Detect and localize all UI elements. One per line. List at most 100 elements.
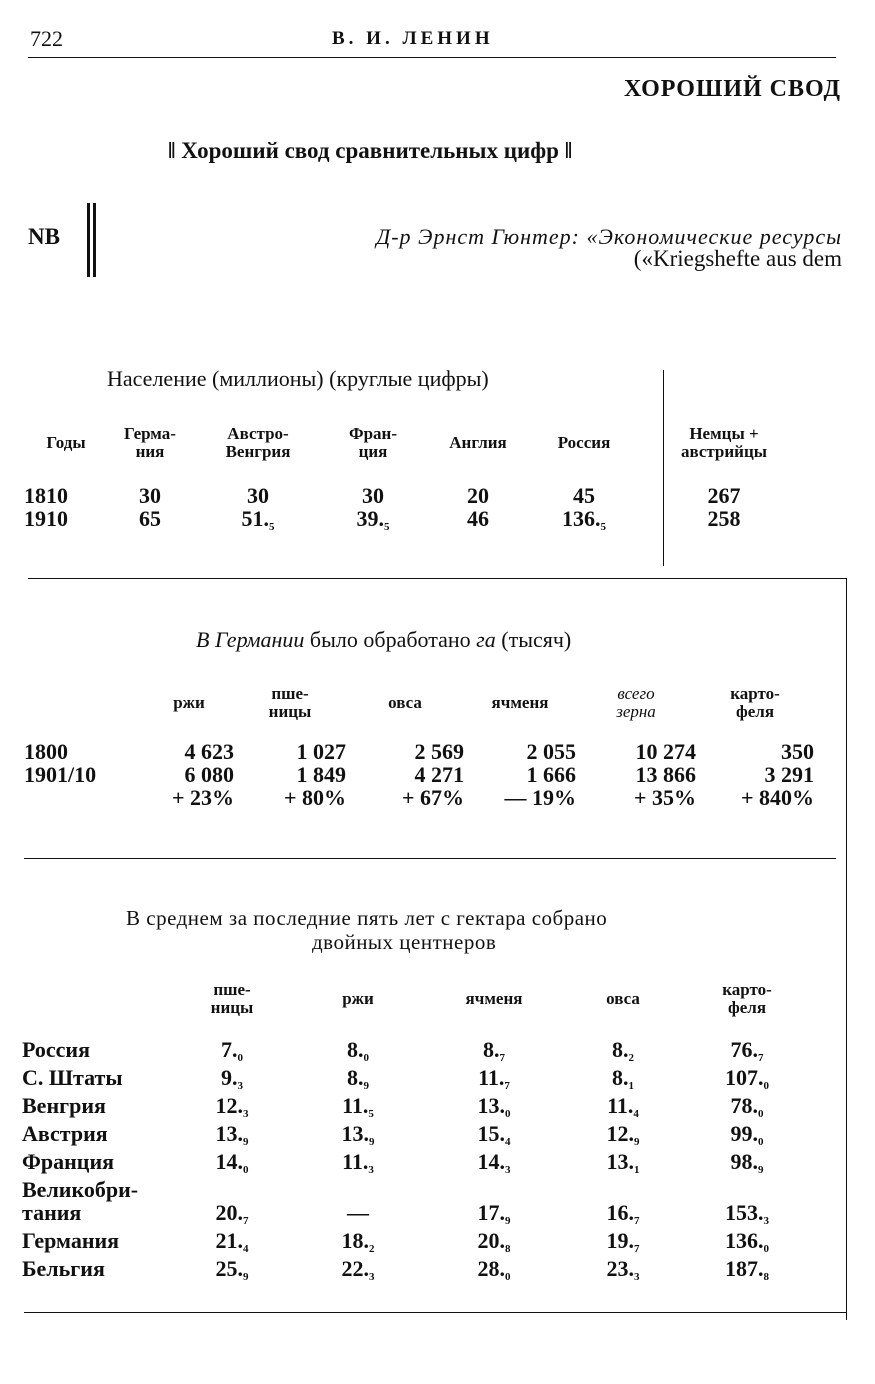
yield-value: 136.0 [725, 1228, 769, 1255]
table3-header-row: пше-ницы ржи ячменя овса карто-феля [22, 980, 812, 1018]
table3-title-line2: двойных центнеров [312, 930, 497, 954]
yield-value: 19.7 [606, 1228, 640, 1255]
yield-value: 22.3 [341, 1256, 375, 1283]
table-row: Великобри- [22, 1178, 812, 1201]
table3-top-rule [24, 858, 836, 859]
yield-value: 8.7 [483, 1037, 505, 1064]
yield-value: 8.2 [612, 1037, 634, 1064]
yield-value: 76.7 [730, 1037, 764, 1064]
yield-value: 7.0 [221, 1037, 243, 1064]
yield-value: 8.0 [347, 1037, 369, 1064]
double-bar-left: ‖ [168, 138, 176, 163]
col-header-wheat: пше-ницы [268, 684, 312, 721]
col-header-england: Англия [449, 433, 507, 452]
yield-value [564, 1178, 682, 1201]
yield-value: 13.9 [215, 1121, 249, 1148]
yield-value: 98.9 [730, 1149, 764, 1176]
yield-value: 12.3 [215, 1093, 249, 1120]
yield-value: 23.3 [606, 1256, 640, 1283]
col-header-all-grain: всего зерна [616, 684, 656, 721]
table-row: 1901/10 6 080 1 849 4 271 1 666 13 866 3… [24, 762, 814, 787]
table-row: Венгрия 12.3 11.5 13.0 11.4 78.0 [22, 1094, 812, 1122]
table-row: Германия 21.4 18.2 20.8 19.7 136.0 [22, 1229, 812, 1257]
yield-value: 14.3 [477, 1149, 511, 1176]
country-label: Венгрия [22, 1093, 106, 1118]
double-bar-right: ‖ [564, 138, 573, 163]
subtitle: ‖ Хороший свод сравнительных цифр ‖ [168, 138, 572, 164]
yield-value: 13.1 [606, 1149, 640, 1176]
col-header-austria-hungary: Австро- Венгрия [225, 424, 291, 461]
yield-value: 8.1 [612, 1065, 634, 1092]
table-row: 1800 4 623 1 027 2 569 2 055 10 274 350 [24, 739, 814, 764]
table-row: тания 20.7 — 17.9 16.7 153.3 [22, 1201, 812, 1229]
col-header-years: Годы [46, 433, 86, 452]
yield-value: 13.0 [477, 1093, 511, 1120]
table-row: С. Штаты 9.3 8.9 11.7 8.1 107.0 [22, 1066, 812, 1094]
table-row: 1910 65 51.5 39.5 46 136.5 258 [24, 506, 741, 533]
yield-value: 99.0 [730, 1121, 764, 1148]
source-line: («Kriegshefte aus dem [633, 246, 842, 271]
yield-value: 11.5 [342, 1093, 374, 1120]
country-label: Австрия [22, 1121, 108, 1146]
nb-bar-left [87, 203, 90, 277]
table-row: 1810 30 30 30 20 45 267 [24, 483, 741, 508]
bottom-rule [24, 1312, 846, 1313]
table-row: Франция 14.0 11.3 14.3 13.1 98.9 [22, 1150, 812, 1178]
col-header-barley: ячменя [465, 989, 523, 1008]
table2-title: В Германии было обработано га (тысяч) [196, 627, 572, 652]
table-row-change: + 23% + 80% + 67% — 19% + 35% + 840% [171, 785, 814, 810]
country-label: Франция [22, 1149, 115, 1174]
table2-top-rule [28, 578, 846, 579]
table-row: Россия 7.0 8.0 8.7 8.2 76.7 [22, 1038, 812, 1066]
col-header-rye: ржи [173, 693, 205, 712]
yield-value: 187.8 [725, 1256, 769, 1283]
country-label: Бельгия [22, 1256, 105, 1281]
subtitle-text: Хороший свод сравнительных цифр [181, 138, 559, 163]
table1-header-row: Годы Герма-ния Австро- Венгрия Фран-ция А… [24, 424, 814, 462]
yield-value [172, 1178, 292, 1201]
yield-value [292, 1178, 424, 1201]
yield-value: 20.7 [215, 1200, 249, 1227]
author-line: Д-р Эрнст Гюнтер: «Экономические ресурсы [376, 224, 842, 249]
table2-header-row: ржи пше-ницы овса ячменя всего зерна карт… [24, 684, 814, 722]
yield-value: 28.0 [477, 1256, 511, 1283]
section-title: ХОРОШИЙ СВОД [624, 76, 841, 102]
col-header-russia: Россия [557, 433, 611, 452]
running-title: В. И. ЛЕНИН [332, 28, 494, 49]
population-table: Годы Герма-ния Австро- Венгрия Фран-ция А… [24, 424, 814, 535]
yield-value: 17.9 [477, 1200, 511, 1227]
table-row: Австрия 13.9 13.9 15.4 12.9 99.0 [22, 1122, 812, 1150]
col-header-wheat: пше-ницы [210, 980, 254, 1017]
yield-value [682, 1178, 812, 1201]
yield-value: 11.3 [342, 1149, 374, 1176]
col-header-rye: ржи [342, 989, 374, 1008]
yield-value: 25.9 [215, 1256, 249, 1283]
yield-value: 12.9 [606, 1121, 640, 1148]
cultivated-area-table: ржи пше-ницы овса ячменя всего зерна карт… [24, 684, 814, 810]
nb-mark: NB [28, 224, 60, 249]
header-rule [28, 57, 836, 58]
yield-value: 13.9 [341, 1121, 375, 1148]
col-header-oats: овса [606, 989, 640, 1008]
col-header-germany: Герма-ния [124, 424, 176, 461]
yield-value: 153.3 [725, 1200, 769, 1227]
table1-title: Население (миллионы) (круглые цифры) [107, 366, 489, 391]
right-vertical-rule [846, 578, 847, 1320]
yield-value: 78.0 [730, 1093, 764, 1120]
col-header-france: Фран-ция [348, 424, 397, 461]
col-header-germans-austrians: Немцы + австрийцы [680, 424, 768, 461]
yield-value: 18.2 [341, 1228, 375, 1255]
yield-value: 20.8 [477, 1228, 511, 1255]
yield-value: 21.4 [215, 1228, 249, 1255]
yield-value: 15.4 [477, 1121, 511, 1148]
yield-value: 14.0 [215, 1149, 249, 1176]
country-label: Россия [22, 1037, 90, 1062]
yield-value: 8.9 [347, 1065, 369, 1092]
col-header-potatoes: карто-феля [730, 684, 780, 721]
country-label: С. Штаты [22, 1065, 123, 1090]
nb-bar-right [93, 203, 96, 277]
yield-value: 9.3 [221, 1065, 243, 1092]
yield-value: 16.7 [606, 1200, 640, 1227]
yield-value [424, 1178, 564, 1201]
yield-value: 11.4 [607, 1093, 639, 1120]
